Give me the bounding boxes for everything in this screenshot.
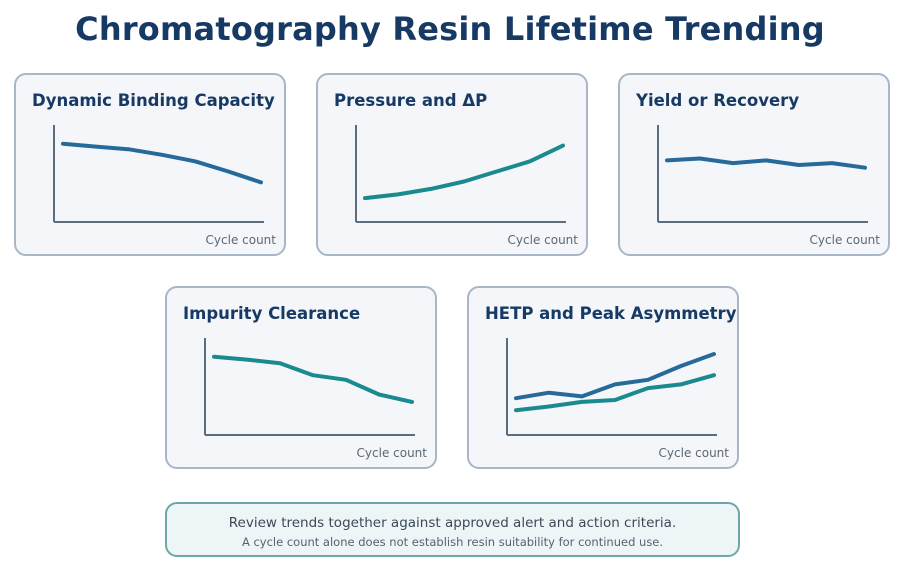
trend-chart bbox=[657, 125, 868, 223]
trend-chart bbox=[53, 125, 264, 223]
panel-dynamic-binding-capacity: Dynamic Binding Capacity Cycle count bbox=[14, 73, 286, 256]
x-axis-label: Cycle count bbox=[809, 233, 880, 247]
note-main-text: Review trends together against approved … bbox=[228, 515, 677, 531]
trend-chart bbox=[506, 338, 717, 436]
panel-title: Yield or Recovery bbox=[636, 91, 800, 110]
x-axis-label: Cycle count bbox=[507, 233, 578, 247]
trend-line-1 bbox=[61, 141, 263, 185]
trend-line-1 bbox=[514, 352, 716, 401]
note-sub-text: A cycle count alone does not establish r… bbox=[241, 535, 664, 549]
trend-line-1 bbox=[665, 156, 867, 170]
panel-yield-recovery: Yield or Recovery Cycle count bbox=[618, 73, 890, 256]
trend-line-1 bbox=[363, 143, 565, 201]
x-axis-label: Cycle count bbox=[205, 233, 276, 247]
panel-pressure-dp: Pressure and ΔP Cycle count bbox=[316, 73, 588, 256]
panel-title: HETP and Peak Asymmetry bbox=[485, 304, 737, 323]
panel-impurity-clearance: Impurity Clearance Cycle count bbox=[165, 286, 437, 469]
x-axis-label: Cycle count bbox=[658, 446, 729, 460]
review-note: Review trends together against approved … bbox=[165, 502, 740, 557]
trend-chart bbox=[355, 125, 566, 223]
trend-line-1 bbox=[212, 354, 414, 404]
x-axis-label: Cycle count bbox=[356, 446, 427, 460]
panel-title: Impurity Clearance bbox=[183, 304, 361, 323]
trend-line-2 bbox=[514, 373, 716, 413]
panel-title: Pressure and ΔP bbox=[334, 91, 488, 110]
panel-hetp-peak-asymmetry: HETP and Peak Asymmetry Cycle count bbox=[467, 286, 739, 469]
panel-title: Dynamic Binding Capacity bbox=[32, 91, 275, 110]
trend-chart bbox=[204, 338, 415, 436]
page-title: Chromatography Resin Lifetime Trending bbox=[75, 10, 825, 48]
